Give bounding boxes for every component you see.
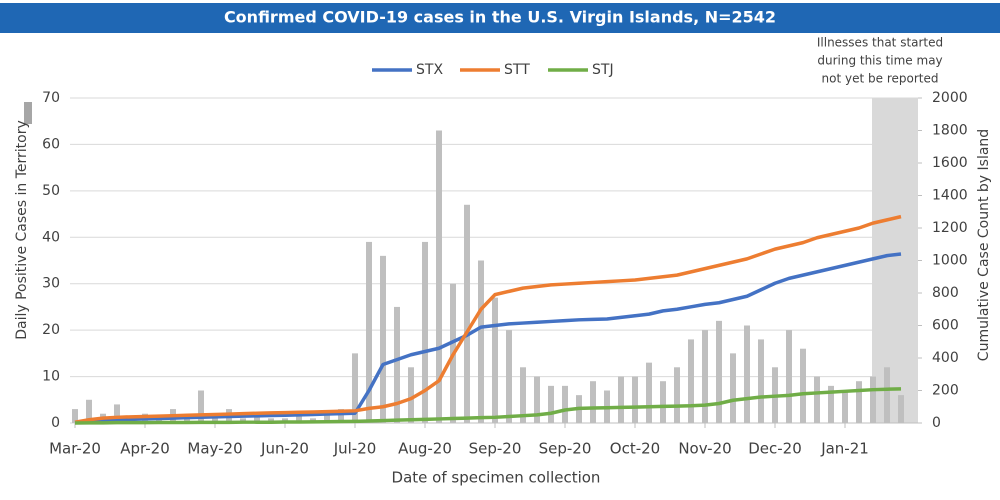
bar (562, 385, 568, 423)
y-tick-label: 70 (42, 90, 60, 106)
bar (688, 339, 694, 423)
bar (548, 385, 554, 423)
y2-tick-label: 600 (932, 318, 959, 334)
y2-tick-label: 800 (932, 285, 959, 301)
y2-tick-label: 1600 (932, 155, 968, 171)
y-axis-title: Daily Positive Cases in Territory (14, 120, 30, 340)
bar (436, 130, 442, 423)
bar (716, 320, 722, 423)
y2-tick-label: 1200 (932, 220, 968, 236)
y-tick-label: 30 (42, 276, 60, 292)
x-tick-label: Dec-20 (748, 440, 802, 458)
bar (786, 330, 792, 423)
title-bar (0, 3, 1000, 33)
y2-tick-label: 2000 (932, 90, 968, 106)
bar (800, 348, 806, 423)
bar (380, 255, 386, 423)
bar (324, 413, 330, 423)
y2-tick-label: 0 (932, 415, 941, 431)
x-tick-label: Jan-21 (820, 440, 869, 458)
bar (184, 418, 190, 423)
bar (828, 385, 834, 423)
bar (744, 325, 750, 423)
annotation: during this time may (817, 54, 942, 68)
x-tick-label: Nov-20 (678, 440, 731, 458)
line-series (74, 387, 902, 425)
bar (758, 339, 764, 423)
legend-label: STX (416, 62, 443, 78)
bar (646, 362, 652, 423)
bar (520, 367, 526, 423)
y2-tick-label: 1800 (932, 123, 968, 139)
x-tick-label: Aug-20 (398, 440, 452, 458)
bar (856, 381, 862, 423)
y2-axis-title: Cumulative Case Count by Island (976, 129, 992, 361)
x-tick-label: May-20 (187, 440, 242, 458)
line-series (74, 214, 902, 424)
bar (114, 404, 120, 423)
bar (464, 204, 470, 423)
bar (730, 353, 736, 423)
bar (156, 418, 162, 423)
bar (506, 330, 512, 423)
legend-label: STJ (592, 62, 614, 78)
bar (72, 409, 78, 423)
annotation: Illnesses that started (817, 36, 943, 50)
y-tick-label: 50 (42, 183, 60, 199)
bar (352, 353, 358, 423)
y-tick-label: 10 (42, 369, 60, 385)
x-tick-label: Jul-20 (333, 440, 377, 458)
x-tick-label: Apr-20 (120, 440, 170, 458)
bar (702, 330, 708, 423)
bar (492, 297, 498, 423)
bar-legend-key (24, 102, 32, 124)
x-tick-label: Mar-20 (49, 440, 101, 458)
y-tick-label: 40 (42, 229, 60, 245)
bar (534, 376, 540, 423)
y2-tick-label: 1000 (932, 253, 968, 269)
bar (618, 376, 624, 423)
bar (590, 381, 596, 423)
bar (86, 399, 92, 423)
y-tick-label: 60 (42, 136, 60, 152)
x-axis-title: Date of specimen collection (392, 469, 601, 487)
x-tick-label: Jun-20 (260, 440, 309, 458)
legend-label: STT (504, 62, 530, 78)
bar (632, 376, 638, 423)
x-tick-label: Oct-20 (610, 440, 660, 458)
bar (898, 395, 904, 423)
y2-tick-label: 1400 (932, 188, 968, 204)
bar (660, 381, 666, 423)
bar (394, 306, 400, 423)
y-tick-label: 20 (42, 322, 60, 338)
bar (408, 367, 414, 423)
bar (198, 390, 204, 423)
chart-title: Confirmed COVID-19 cases in the U.S. Vir… (224, 8, 776, 27)
bar (674, 367, 680, 423)
bar (814, 376, 820, 423)
bar (254, 413, 260, 423)
annotation: not yet be reported (822, 72, 939, 86)
y-tick-label: 0 (51, 415, 60, 431)
line-series (74, 252, 902, 424)
x-tick-label: Sep-20 (539, 440, 592, 458)
x-tick-label: Sep-20 (469, 440, 522, 458)
bar (870, 376, 876, 423)
incomplete-period (872, 98, 918, 423)
bar (338, 409, 344, 423)
y2-tick-label: 200 (932, 383, 959, 399)
bar (478, 260, 484, 423)
bar (422, 241, 428, 423)
bar (366, 241, 372, 423)
bar (296, 413, 302, 423)
y2-tick-label: 400 (932, 350, 959, 366)
bar (884, 367, 890, 423)
bar (842, 390, 848, 423)
